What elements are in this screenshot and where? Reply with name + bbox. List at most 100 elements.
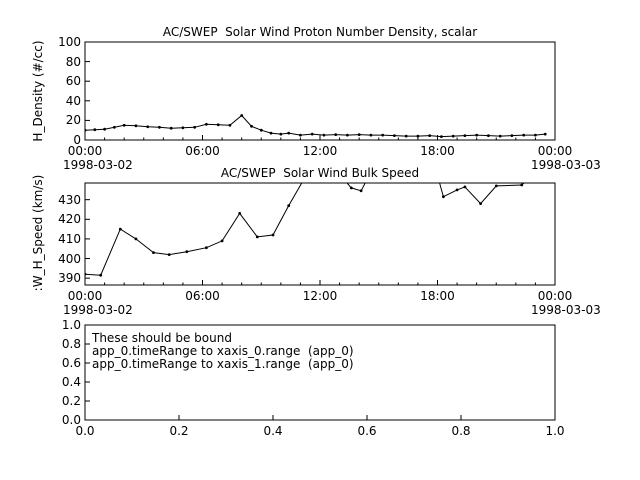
plot0-data-marker: [205, 122, 208, 126]
plot0-data-marker: [369, 133, 373, 137]
plot0-data-marker: [404, 134, 408, 138]
plot1-data-marker: [238, 212, 242, 215]
plot1-ytick-label: 420: [58, 212, 81, 227]
plot0-data-marker: [322, 133, 326, 137]
plot0-ytick-label: 60: [65, 74, 81, 89]
plot0-data-marker: [85, 128, 87, 132]
plot0-data-marker: [463, 134, 467, 138]
plot0-data-marker: [428, 134, 432, 138]
plot1-data-marker: [271, 233, 275, 237]
plot0-ytick-label: 80: [65, 54, 81, 69]
plot0-data-marker: [357, 133, 361, 137]
plot0-data-marker: [216, 123, 220, 127]
plot1-data-marker: [134, 237, 138, 241]
plot0-ytick-label: 40: [65, 93, 81, 108]
plot0-data-marker: [534, 133, 537, 137]
plot0-data-marker: [279, 132, 283, 136]
plot0-data-marker: [103, 127, 106, 131]
plot1-data-marker: [494, 184, 498, 188]
plot1-xtick-label: 12:00: [302, 289, 338, 303]
plot1-data-marker: [205, 246, 208, 250]
plot0-data-marker: [440, 135, 443, 139]
plot1-ytick-label: 400: [58, 251, 81, 266]
plot0-area[interactable]: [84, 41, 556, 141]
plot0-data-marker: [416, 134, 420, 138]
plot0-data-marker: [381, 133, 385, 137]
plot0-data-marker: [259, 128, 263, 132]
plot2-ytick-label: 0.4: [61, 375, 81, 389]
plot0-data-marker: [158, 125, 161, 129]
plot1-data-marker: [349, 186, 353, 190]
binding-note-line2: app_0.timeRange to xaxis_0.range (app_0): [92, 344, 354, 358]
plot0-data-marker: [299, 133, 302, 137]
plot0-series: [85, 114, 547, 139]
plot1-data-marker: [479, 202, 482, 206]
plot0-data-marker: [475, 133, 479, 137]
plot1-data-marker: [99, 273, 103, 277]
plot0-date-left: 1998-03-02: [63, 158, 133, 172]
plot0-data-marker: [310, 132, 314, 136]
plot1-ytick-label: 430: [58, 192, 81, 207]
plot1-data-marker: [220, 239, 224, 243]
plot1-data-marker: [455, 188, 459, 192]
plot0-data-marker: [240, 114, 244, 117]
plot2-area[interactable]: [84, 324, 556, 421]
plot1-date-right: 1998-03-03: [531, 303, 601, 317]
plot0-title: AC/SWEP Solar Wind Proton Number Density…: [162, 25, 478, 39]
plot1-data-marker: [463, 185, 467, 189]
plot0-data-marker: [113, 125, 116, 129]
plot0-data-marker: [122, 123, 126, 127]
plot0-data-marker: [510, 134, 514, 138]
plot0-data-marker: [334, 133, 338, 137]
plot0-xtick-label: 18:00: [420, 144, 455, 158]
plot1-data-marker: [118, 227, 122, 231]
plot0-data-marker: [451, 134, 455, 138]
plot0-data-line: [85, 114, 546, 138]
plot1-data-marker: [520, 183, 524, 187]
binding-note-line3: app_0.timeRange to xaxis_1.range (app_0): [92, 357, 354, 371]
plot2-ytick-label: 0.8: [61, 337, 81, 351]
plot1-data-marker: [442, 195, 445, 199]
plot1-ytick-label: 390: [58, 271, 81, 286]
plot0-ytick-label: 20: [65, 113, 81, 128]
plot2-ytick-label: 1.0: [61, 318, 81, 332]
plot0-date-right: 1998-03-03: [531, 158, 601, 172]
plot2-xtick-label: 0.0: [75, 424, 95, 438]
plot2-xtick-label: 1.0: [545, 424, 565, 438]
plot1-area[interactable]: [84, 182, 556, 286]
plot1-xtick-label: 18:00: [420, 289, 455, 303]
plot1-xtick-label: 00:00: [67, 289, 103, 303]
plot1-xtick-label: 06:00: [185, 289, 220, 303]
plot0-ytick-label: 100: [58, 35, 81, 49]
plot2-ytick-label: 0.0: [61, 413, 81, 427]
plot0-data-marker: [287, 131, 291, 135]
plot1-series: [85, 183, 525, 277]
plot0-xtick-label: 00:00: [67, 144, 103, 158]
plot2-xtick-label: 0.2: [169, 424, 189, 438]
plot0-data-marker: [146, 125, 150, 129]
plot0-data-marker: [522, 133, 526, 137]
plot0-data-marker: [193, 125, 197, 129]
plot2-xtick-label: 0.8: [451, 424, 471, 438]
plot1-xtick-label: 00:00: [537, 289, 573, 303]
plot0-ytick-label: 0: [73, 133, 81, 147]
plot1-data-marker: [167, 253, 171, 256]
plot0-data-marker: [93, 128, 97, 132]
plot0-data-marker: [169, 126, 173, 130]
plot0-data-marker: [228, 123, 232, 127]
plot1-data-marker: [359, 189, 363, 193]
plot0-data-marker: [250, 124, 253, 128]
plot0-data-marker: [498, 134, 502, 138]
plot0-data-marker: [393, 134, 396, 138]
plot1-data-marker: [152, 251, 155, 255]
plot1-date-left: 1998-03-02: [63, 303, 133, 317]
plot0-data-marker: [181, 126, 185, 130]
plot1-data-marker: [255, 235, 259, 239]
plot2-xtick-label: 0.4: [263, 424, 283, 438]
plot0-data-marker: [134, 124, 138, 128]
plot1-data-marker: [85, 272, 87, 276]
plot0-data-marker: [269, 131, 273, 135]
plot1-data-marker: [185, 250, 189, 254]
plot0-data-marker: [543, 132, 547, 136]
